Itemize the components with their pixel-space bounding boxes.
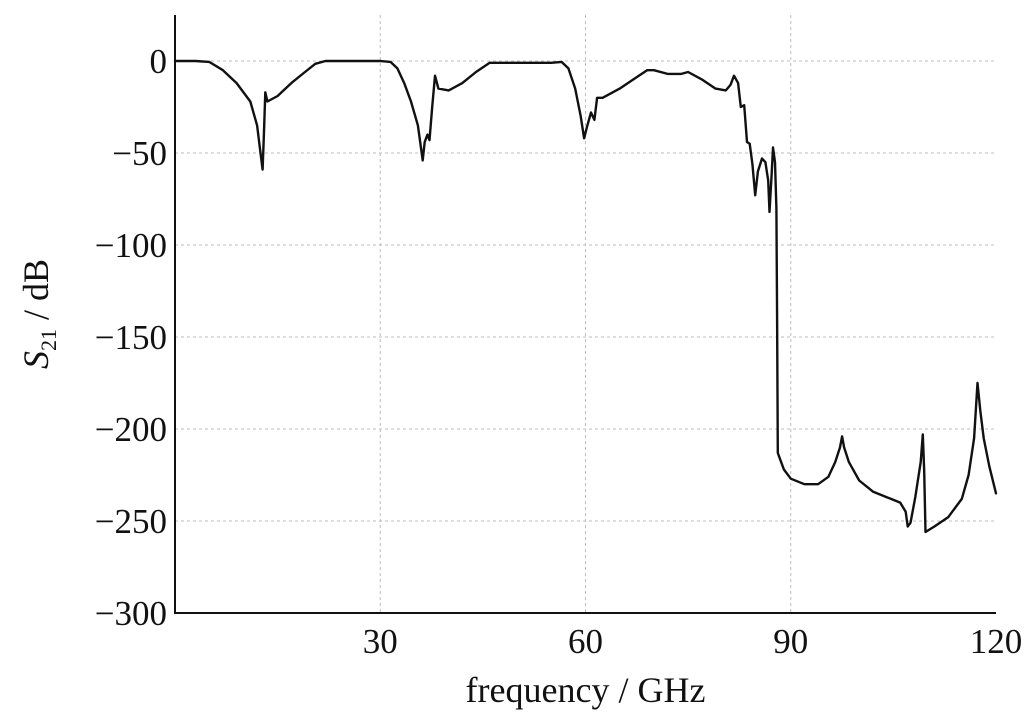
axes: [174, 15, 996, 614]
x-axis-title: frequency / GHz: [466, 670, 706, 710]
y-axis-title-subscript: 21: [36, 329, 61, 351]
axis-frame: [174, 15, 996, 614]
y-tick-labels: 0 −50 −100 −150 −200 −250 −300: [95, 42, 167, 633]
y-axis-title-unit: / dB: [16, 259, 56, 329]
x-tick-label: 120: [970, 622, 1023, 661]
y-tick-label: −200: [95, 410, 167, 449]
y-tick-label: −100: [95, 226, 167, 265]
x-tick-label: 30: [363, 622, 398, 661]
x-tick-label: 90: [773, 622, 808, 661]
grid: [175, 15, 996, 613]
y-axis-title-symbol: S: [16, 351, 56, 369]
y-tick-label: 0: [150, 42, 168, 81]
y-tick-label: −250: [95, 502, 167, 541]
y-tick-label: −150: [95, 318, 167, 357]
y-tick-label: −50: [112, 134, 167, 173]
x-tick-labels: 30 60 90 120: [363, 622, 1023, 661]
series-line-s21: [173, 59, 998, 534]
y-tick-label: −300: [95, 594, 167, 633]
x-tick-label: 60: [568, 622, 603, 661]
series-layer: [173, 59, 998, 534]
y-axis-title: S21 / dB: [16, 259, 61, 369]
